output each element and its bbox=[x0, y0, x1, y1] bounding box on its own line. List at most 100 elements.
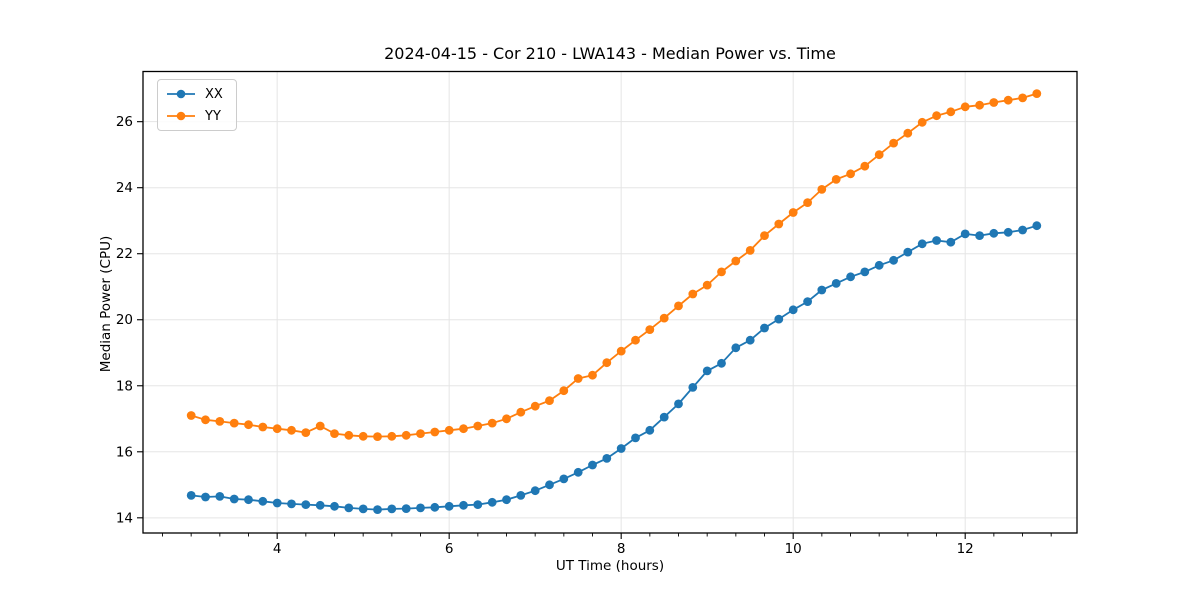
x-tick-label: 6 bbox=[445, 541, 454, 557]
data-point-XX bbox=[201, 492, 210, 502]
data-point-XX bbox=[186, 491, 196, 500]
data-point-XX bbox=[530, 486, 540, 496]
data-point-XX bbox=[401, 504, 411, 513]
data-point-XX bbox=[702, 366, 712, 376]
data-point-XX bbox=[717, 358, 726, 368]
data-point-XX bbox=[358, 504, 368, 514]
data-point-YY bbox=[530, 401, 540, 411]
data-point-YY bbox=[416, 429, 425, 438]
data-point-XX bbox=[244, 495, 253, 505]
data-point-XX bbox=[645, 425, 655, 435]
y-tick-label: 24 bbox=[116, 180, 133, 196]
legend-label-xx: XX bbox=[205, 86, 223, 102]
data-point-YY bbox=[932, 111, 941, 121]
data-point-YY bbox=[760, 231, 769, 241]
data-point-YY bbox=[387, 431, 397, 441]
data-point-YY bbox=[702, 280, 712, 290]
y-tick-label: 20 bbox=[116, 312, 133, 328]
data-point-XX bbox=[745, 335, 755, 345]
data-point-YY bbox=[946, 107, 956, 117]
data-point-YY bbox=[330, 429, 339, 438]
data-point-YY bbox=[903, 128, 913, 138]
data-point-XX bbox=[344, 503, 354, 513]
y-tick-label: 22 bbox=[116, 246, 133, 262]
data-point-XX bbox=[473, 500, 483, 509]
x-tick-label: 4 bbox=[273, 541, 282, 557]
data-point-YY bbox=[803, 198, 812, 208]
data-point-YY bbox=[846, 169, 855, 179]
data-point-YY bbox=[487, 418, 497, 428]
data-point-XX bbox=[889, 255, 898, 265]
data-point-XX bbox=[387, 504, 397, 514]
data-point-YY bbox=[874, 150, 884, 160]
data-point-XX bbox=[588, 460, 597, 470]
data-point-YY bbox=[287, 425, 296, 435]
data-point-XX bbox=[459, 500, 468, 510]
data-point-YY bbox=[774, 219, 784, 229]
data-point-XX bbox=[946, 237, 956, 247]
y-tick-label: 14 bbox=[116, 510, 133, 526]
data-point-XX bbox=[831, 279, 841, 288]
data-point-XX bbox=[444, 501, 454, 511]
data-point-XX bbox=[315, 500, 325, 510]
legend-item-yy: YY bbox=[165, 107, 223, 125]
data-point-XX bbox=[487, 497, 497, 507]
data-point-YY bbox=[301, 428, 311, 437]
data-point-XX bbox=[989, 228, 999, 238]
data-point-XX bbox=[803, 297, 812, 306]
y-tick-label: 16 bbox=[116, 444, 133, 460]
data-point-YY bbox=[788, 208, 798, 217]
data-point-XX bbox=[788, 305, 798, 315]
x-axis-label: UT Time (hours) bbox=[555, 558, 665, 574]
data-point-YY bbox=[516, 407, 526, 417]
data-point-YY bbox=[989, 98, 999, 107]
data-point-XX bbox=[215, 492, 225, 501]
data-point-YY bbox=[975, 100, 984, 110]
data-point-XX bbox=[860, 267, 870, 277]
data-point-YY bbox=[430, 427, 440, 437]
data-point-XX bbox=[1018, 225, 1027, 235]
data-point-YY bbox=[688, 289, 698, 299]
data-point-XX bbox=[416, 503, 425, 513]
data-point-YY bbox=[244, 420, 253, 430]
data-point-YY bbox=[444, 425, 454, 435]
data-point-XX bbox=[258, 496, 268, 506]
data-point-YY bbox=[401, 430, 411, 440]
data-point-YY bbox=[860, 161, 870, 171]
data-point-YY bbox=[215, 417, 225, 426]
chart-title: 2024-04-15 - Cor 210 - LWA143 - Median P… bbox=[384, 44, 836, 63]
data-point-YY bbox=[258, 422, 268, 432]
data-point-XX bbox=[373, 505, 382, 514]
data-point-XX bbox=[330, 501, 339, 511]
series-XX bbox=[186, 221, 1042, 514]
data-point-YY bbox=[602, 358, 612, 368]
data-point-YY bbox=[358, 431, 368, 441]
legend-swatch-xx-icon bbox=[167, 89, 195, 99]
data-point-YY bbox=[545, 396, 554, 405]
data-point-XX bbox=[1032, 221, 1042, 231]
data-point-XX bbox=[659, 412, 669, 422]
data-point-YY bbox=[573, 374, 583, 383]
data-point-XX bbox=[688, 383, 698, 392]
data-point-XX bbox=[917, 239, 927, 249]
data-point-XX bbox=[430, 502, 440, 512]
data-point-XX bbox=[674, 399, 683, 409]
data-point-YY bbox=[917, 117, 927, 127]
data-point-YY bbox=[717, 267, 726, 277]
data-point-YY bbox=[1018, 93, 1027, 103]
data-point-XX bbox=[846, 272, 855, 282]
series-YY bbox=[186, 89, 1042, 441]
data-point-XX bbox=[903, 247, 913, 257]
gridlines bbox=[143, 71, 1077, 533]
legend-swatch-yy-icon bbox=[167, 111, 195, 121]
data-point-XX bbox=[272, 498, 282, 508]
data-point-YY bbox=[817, 185, 827, 194]
data-point-YY bbox=[616, 346, 626, 356]
data-point-YY bbox=[831, 175, 841, 184]
data-point-YY bbox=[272, 424, 282, 434]
data-point-YY bbox=[459, 424, 468, 434]
data-point-XX bbox=[817, 285, 827, 295]
data-point-XX bbox=[616, 444, 626, 453]
